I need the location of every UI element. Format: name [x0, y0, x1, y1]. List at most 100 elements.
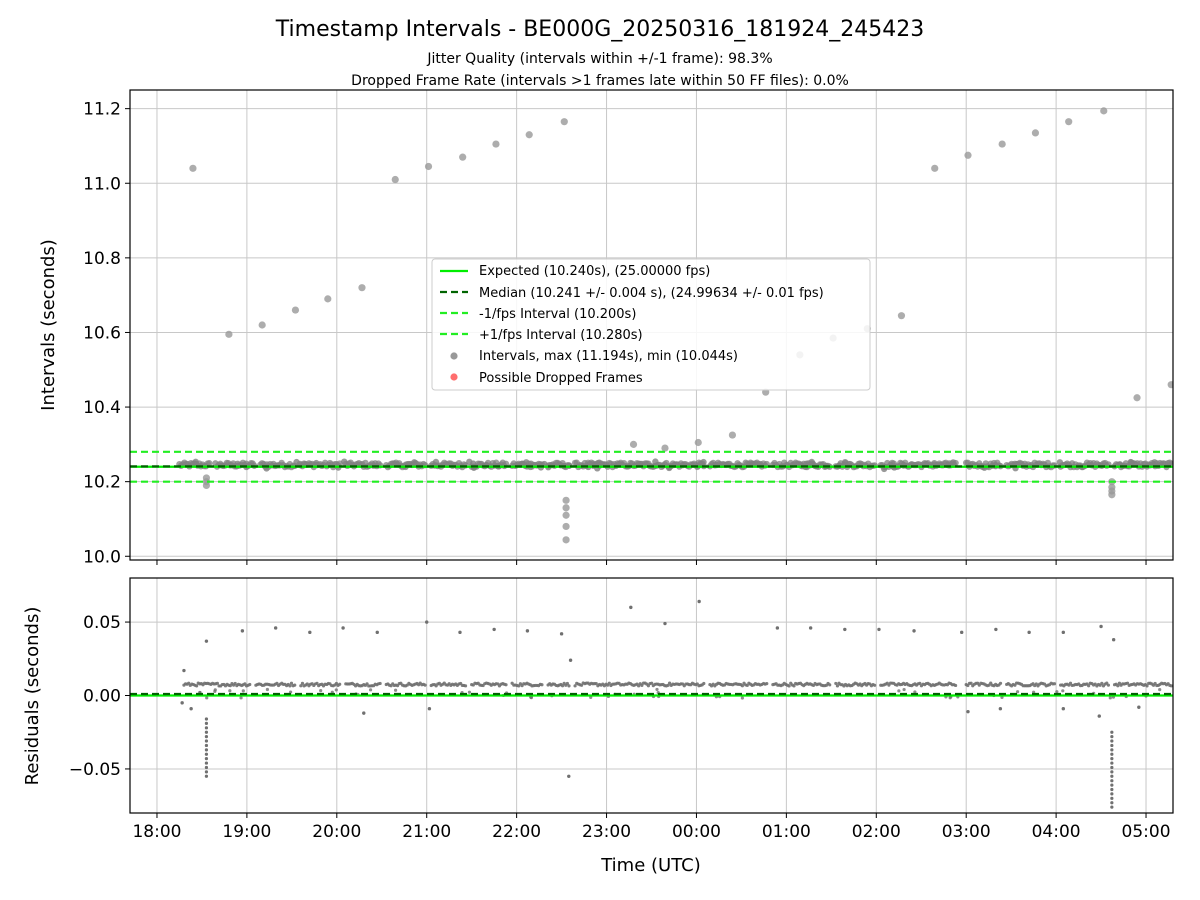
interval-point	[567, 684, 571, 688]
outlier-point	[1031, 129, 1040, 137]
interval-point	[1110, 739, 1114, 743]
interval-point	[913, 690, 917, 694]
outlier-point	[202, 474, 211, 482]
interval-point	[1068, 681, 1073, 685]
interval-point	[293, 683, 297, 687]
outlier-point	[458, 630, 462, 635]
interval-point	[700, 458, 707, 466]
outlier-point	[189, 164, 197, 172]
outlier-point	[1100, 107, 1108, 115]
legend-dropped-marker	[450, 373, 458, 381]
outlier-point	[459, 153, 467, 161]
interval-point	[667, 681, 672, 685]
outlier-point	[912, 629, 916, 633]
chart-title: Timestamp Intervals - BE000G_20250316_18…	[275, 17, 924, 42]
x-tick-label: 00:00	[672, 822, 721, 842]
interval-point	[204, 752, 209, 756]
interval-point	[204, 730, 209, 734]
interval-point	[470, 460, 477, 467]
legend: Expected (10.240s), (25.00000 fps) Media…	[431, 258, 871, 391]
interval-point	[1110, 774, 1114, 778]
outlier-point	[492, 627, 496, 632]
interval-point	[204, 721, 209, 726]
interval-point	[650, 681, 654, 685]
outlier-point	[375, 630, 379, 635]
interval-point	[652, 458, 659, 465]
interval-point	[204, 761, 209, 765]
interval-point	[517, 684, 521, 688]
interval-point	[655, 687, 659, 692]
outlier-point	[424, 162, 433, 171]
bottom-y-axis-label: Residuals (seconds)	[22, 607, 43, 786]
interval-point	[289, 681, 294, 685]
interval-point	[834, 681, 838, 686]
interval-point	[1108, 696, 1112, 700]
outlier-point	[1097, 714, 1101, 718]
interval-point	[640, 683, 644, 687]
interval-point	[897, 689, 901, 693]
outlier-point	[663, 621, 667, 626]
interval-point	[338, 682, 342, 686]
outlier-point	[562, 496, 570, 504]
outlier-point	[897, 312, 906, 320]
y-tick-label: 10.8	[83, 249, 121, 269]
outlier-point	[1133, 394, 1141, 402]
interval-point	[319, 689, 323, 693]
interval-point	[204, 757, 209, 761]
interval-point	[1110, 752, 1114, 756]
interval-point	[1128, 459, 1135, 466]
outlier-point	[694, 438, 702, 447]
outlier-point	[324, 295, 332, 303]
outlier-point	[308, 630, 312, 635]
y-tick-label: 0.05	[83, 613, 121, 633]
interval-point	[596, 459, 603, 466]
x-tick-label: 03:00	[942, 822, 991, 842]
interval-point	[948, 696, 952, 700]
interval-point	[841, 458, 849, 466]
outlier-point	[1108, 483, 1116, 491]
interval-point	[1125, 681, 1130, 685]
outlier-point	[966, 709, 970, 714]
outlier-point	[1137, 705, 1141, 709]
outlier-point	[998, 140, 1006, 148]
interval-point	[204, 774, 209, 778]
interval-point	[931, 459, 938, 467]
outlier-point	[559, 632, 564, 636]
interval-point	[579, 683, 584, 687]
interval-point	[873, 683, 877, 687]
interval-point	[1052, 682, 1057, 686]
x-tick-label: 01:00	[762, 822, 811, 842]
interval-point	[918, 681, 922, 685]
x-tick-label: 22:00	[492, 822, 541, 842]
legend-intervals-label: Intervals, max (11.194s), min (10.044s)	[479, 349, 738, 364]
legend-minus-fps-label: -1/fps Interval (10.200s)	[479, 307, 636, 322]
x-tick-label: 18:00	[132, 822, 181, 842]
interval-point	[213, 689, 217, 694]
interval-point	[1110, 765, 1114, 770]
interval-point	[945, 460, 953, 467]
interval-point	[265, 687, 270, 692]
interval-point	[828, 683, 832, 687]
outlier-point	[225, 330, 233, 338]
outlier-point	[425, 620, 429, 624]
outlier-point	[560, 118, 568, 126]
outlier-point	[843, 627, 847, 632]
plot-area	[130, 107, 1173, 544]
outlier-point	[960, 630, 964, 635]
interval-point	[204, 739, 209, 743]
interval-point	[204, 735, 209, 739]
outlier-point	[877, 627, 881, 632]
interval-point	[969, 681, 973, 685]
interval-point	[341, 458, 348, 465]
interval-point	[565, 681, 569, 686]
outlier-point	[562, 522, 570, 531]
outlier-point	[182, 668, 186, 673]
outlier-point	[629, 440, 638, 448]
interval-point	[234, 460, 241, 468]
interval-point	[1110, 796, 1114, 800]
interval-point	[204, 748, 209, 752]
interval-point	[1106, 683, 1111, 687]
y-tick-label: 10.0	[83, 547, 121, 567]
plot-area	[130, 599, 1173, 809]
interval-point	[1110, 779, 1114, 783]
